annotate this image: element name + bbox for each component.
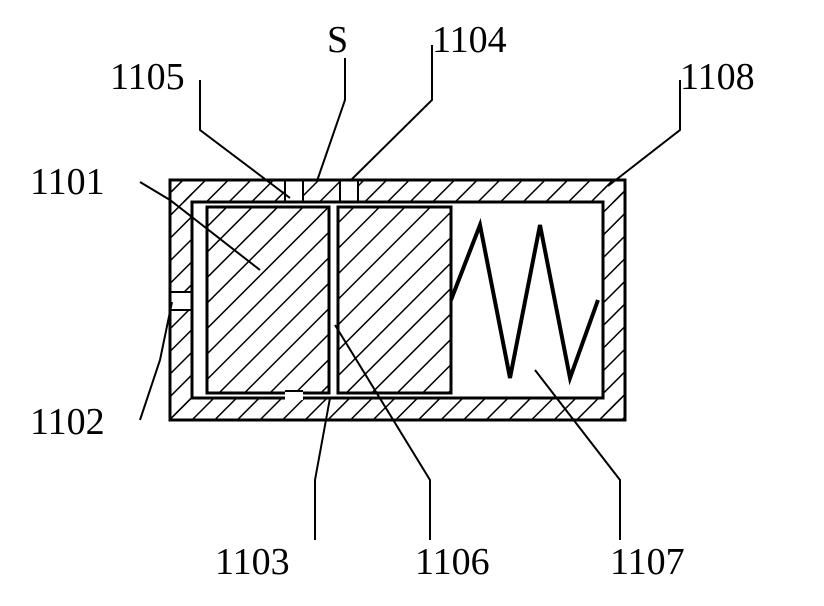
label-S: S xyxy=(327,18,348,62)
label-1102: 1102 xyxy=(30,400,105,444)
engineering-diagram: S 1104 1108 1105 1101 1102 1103 1106 110… xyxy=(0,0,824,606)
label-1108: 1108 xyxy=(680,55,755,99)
label-1107: 1107 xyxy=(610,540,685,584)
label-1103: 1103 xyxy=(215,540,290,584)
label-1104: 1104 xyxy=(432,18,507,62)
label-1106: 1106 xyxy=(415,540,490,584)
label-1105: 1105 xyxy=(110,55,185,99)
label-1101: 1101 xyxy=(30,160,105,204)
